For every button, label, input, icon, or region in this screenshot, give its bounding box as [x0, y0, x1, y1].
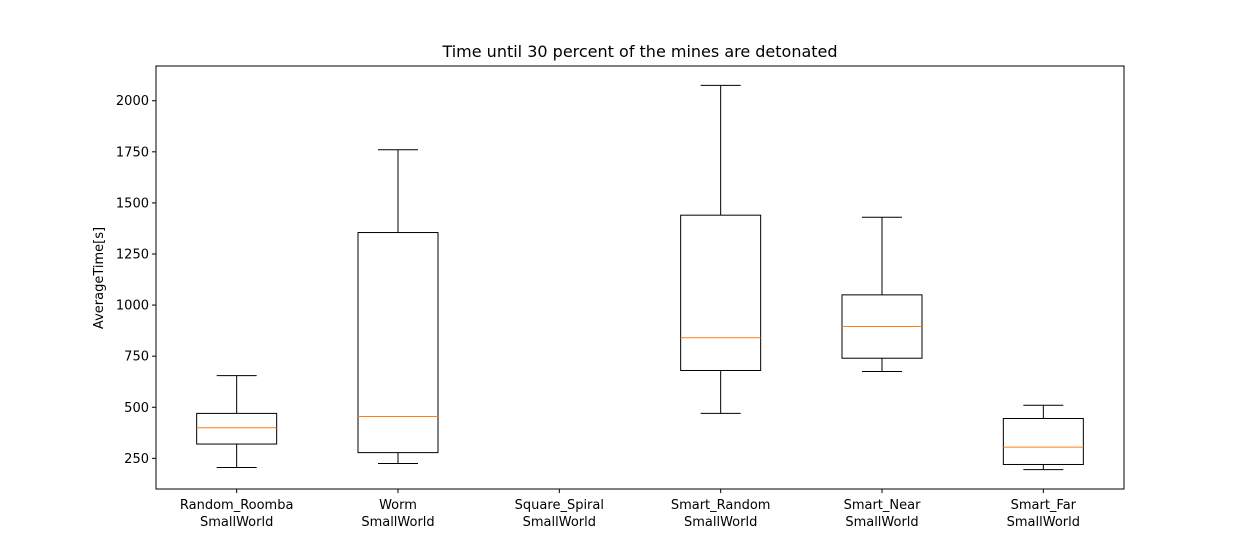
x-tick-label: Smart_Random: [671, 498, 771, 513]
x-tick-label: Square_Spiral: [515, 498, 604, 513]
x-tick-label: SmallWorld: [200, 515, 273, 530]
box: [357, 232, 439, 454]
plot-frame: [155, 65, 1125, 490]
y-tick-label: 1250: [116, 248, 149, 263]
y-tick-label: 1500: [116, 196, 149, 211]
box: [196, 412, 278, 445]
y-tick-label: 750: [124, 350, 149, 365]
x-tick-label: SmallWorld: [361, 515, 434, 530]
chart-title: Time until 30 percent of the mines are d…: [441, 42, 837, 61]
y-tick-label: 250: [124, 452, 149, 467]
y-tick-label: 1750: [116, 145, 149, 160]
x-tick-label: Smart_Far: [1011, 498, 1077, 513]
box: [1002, 418, 1084, 465]
y-tick-label: 1000: [116, 299, 149, 314]
y-tick-label: 2000: [116, 94, 149, 109]
x-tick-label: SmallWorld: [523, 515, 596, 530]
y-tick-label: 500: [124, 401, 149, 416]
x-tick-label: SmallWorld: [845, 515, 918, 530]
x-tick-label: Worm: [379, 498, 417, 513]
x-tick-label: Smart_Near: [844, 498, 922, 513]
x-tick-label: SmallWorld: [1007, 515, 1080, 530]
plot-area: 250 500 750 1000 1250 1500 1750 2000 Random_Room…: [116, 65, 1125, 530]
y-axis-label: AverageTime[s]: [92, 227, 107, 329]
x-tick-label: Random_Roomba: [180, 498, 294, 513]
x-tick-label: SmallWorld: [684, 515, 757, 530]
box: [680, 214, 762, 371]
